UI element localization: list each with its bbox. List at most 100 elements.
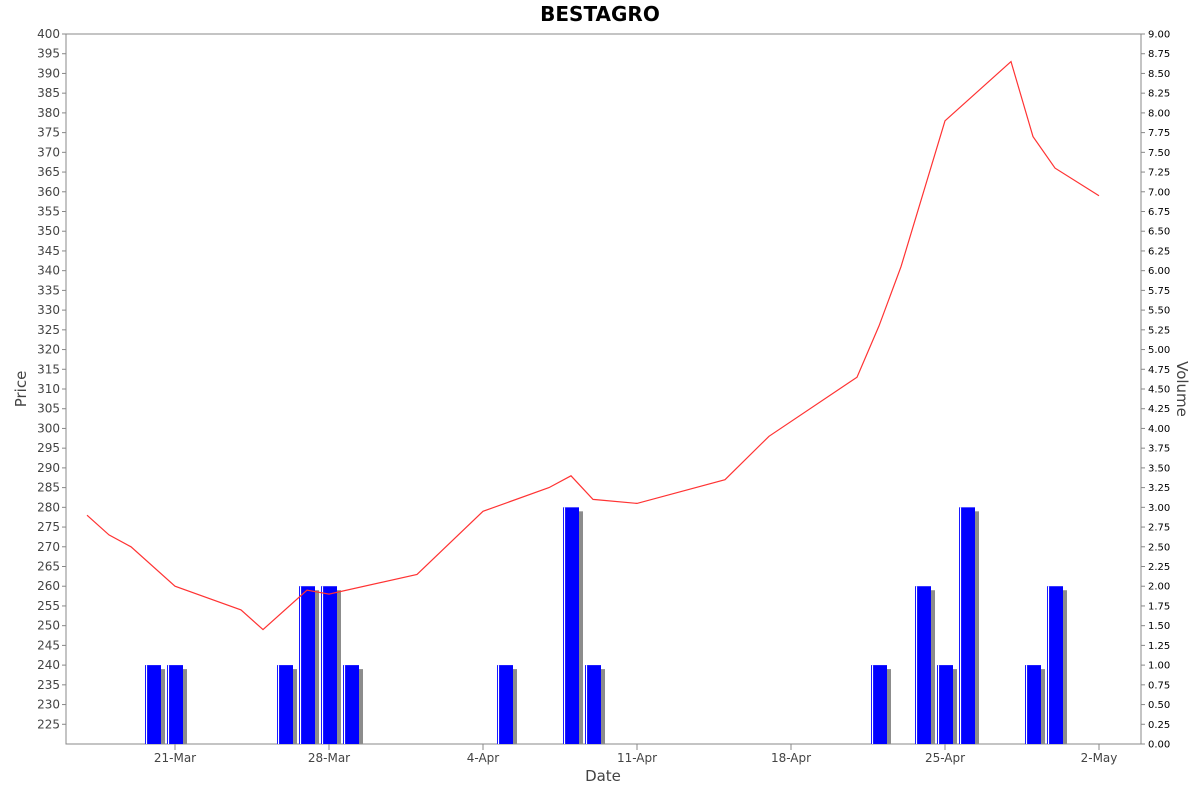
price-tick-label: 370 (37, 145, 60, 159)
volume-tick-label: 5.25 (1148, 325, 1170, 336)
price-tick-label: 390 (37, 66, 60, 80)
price-tick-label: 335 (37, 283, 60, 297)
volume-bar (343, 665, 359, 744)
plot-area (65, 33, 1142, 745)
price-tick-label: 380 (37, 106, 60, 120)
x-tick-label: 18-Apr (771, 751, 811, 765)
volume-tick-label: 8.25 (1148, 89, 1170, 100)
volume-tick-label: 4.00 (1148, 424, 1170, 435)
x-axis-label: Date (585, 767, 621, 785)
x-axis: 21-Mar 28-Mar 4-Apr 11-Apr 18-Apr 25-Apr 2-May (154, 744, 1118, 765)
volume-tick-label: 1.00 (1148, 661, 1170, 672)
volume-bar (585, 665, 601, 744)
price-tick-label: 330 (37, 303, 60, 317)
volume-tick-label: 7.50 (1148, 148, 1170, 159)
volume-bar (145, 665, 161, 744)
price-tick-label: 400 (37, 27, 60, 41)
price-tick-label: 280 (37, 500, 60, 514)
price-tick-label: 300 (37, 421, 60, 435)
x-tick-label: 28-Mar (308, 751, 350, 765)
price-tick-label: 235 (37, 678, 60, 692)
price-tick-label: 325 (37, 323, 60, 337)
volume-bar (299, 586, 315, 744)
volume-tick-label: 3.50 (1148, 463, 1170, 474)
price-tick-label: 240 (37, 658, 60, 672)
volume-tick-label: 1.75 (1148, 601, 1170, 612)
volume-bar (937, 665, 953, 744)
volume-bar (959, 507, 975, 744)
price-tick-label: 270 (37, 540, 60, 554)
x-tick-label: 21-Mar (154, 751, 196, 765)
price-tick-label: 255 (37, 599, 60, 613)
price-tick-label: 385 (37, 86, 60, 100)
volume-bar (497, 665, 513, 744)
volume-tick-label: 8.50 (1148, 69, 1170, 80)
volume-tick-label: 2.25 (1148, 562, 1170, 573)
volume-tick-label: 1.25 (1148, 641, 1170, 652)
price-tick-label: 310 (37, 382, 60, 396)
volume-tick-label: 6.25 (1148, 246, 1170, 257)
price-tick-label: 245 (37, 638, 60, 652)
x-tick-label: 25-Apr (925, 751, 965, 765)
volume-tick-label: 3.25 (1148, 483, 1170, 494)
y-axis-label-price: Price (12, 371, 30, 408)
volume-tick-label: 2.75 (1148, 523, 1170, 534)
price-tick-label: 275 (37, 520, 60, 534)
price-tick-label: 355 (37, 205, 60, 219)
x-tick-label: 11-Apr (617, 751, 657, 765)
volume-bar (1047, 586, 1063, 744)
x-tick-label: 4-Apr (467, 751, 500, 765)
price-tick-label: 360 (37, 185, 60, 199)
volume-bar (915, 586, 931, 744)
price-tick-label: 225 (37, 717, 60, 731)
price-tick-label: 375 (37, 126, 60, 140)
volume-bar (277, 665, 293, 744)
volume-tick-label: 7.00 (1148, 187, 1170, 198)
volume-tick-label: 0.25 (1148, 720, 1170, 731)
price-line-group (86, 60, 1100, 631)
volume-bar (1025, 665, 1041, 744)
y-axis-label-volume: Volume (1173, 361, 1191, 417)
price-tick-label: 290 (37, 461, 60, 475)
volume-tick-label: 4.50 (1148, 385, 1170, 396)
volume-tick-label: 6.75 (1148, 207, 1170, 218)
price-tick-label: 265 (37, 560, 60, 574)
left-axis: 225 230 235 240 245 250 255 260 265 270 275 280 285 2… (37, 27, 66, 731)
volume-tick-label: 3.00 (1148, 503, 1170, 514)
x-tick-label: 2-May (1081, 751, 1118, 765)
volume-bar (871, 665, 887, 744)
price-tick-label: 295 (37, 441, 60, 455)
price-tick-label: 345 (37, 244, 60, 258)
volume-tick-label: 4.75 (1148, 365, 1170, 376)
volume-tick-label: 0.75 (1148, 680, 1170, 691)
volume-tick-label: 4.25 (1148, 404, 1170, 415)
volume-tick-label: 9.00 (1148, 30, 1170, 41)
right-axis: 0.00 0.25 0.50 0.75 1.00 1.25 1.50 1.75 2.00 2.25… (1141, 30, 1170, 751)
chart-title: BESTAGRO (540, 2, 660, 26)
volume-tick-label: 2.00 (1148, 582, 1170, 593)
volume-bars (145, 507, 1067, 744)
price-tick-label: 320 (37, 343, 60, 357)
price-tick-label: 315 (37, 362, 60, 376)
volume-tick-label: 0.50 (1148, 700, 1170, 711)
price-line (86, 60, 1100, 631)
volume-tick-label: 6.50 (1148, 227, 1170, 238)
price-tick-label: 230 (37, 698, 60, 712)
volume-tick-label: 7.75 (1148, 128, 1170, 139)
volume-bar (167, 665, 183, 744)
price-tick-label: 365 (37, 165, 60, 179)
price-tick-label: 395 (37, 47, 60, 61)
price-tick-label: 250 (37, 619, 60, 633)
price-tick-label: 340 (37, 264, 60, 278)
volume-tick-label: 7.25 (1148, 168, 1170, 179)
volume-tick-label: 2.50 (1148, 542, 1170, 553)
volume-tick-label: 5.00 (1148, 345, 1170, 356)
volume-tick-label: 5.75 (1148, 286, 1170, 297)
volume-tick-label: 0.00 (1148, 740, 1170, 751)
volume-tick-label: 1.50 (1148, 621, 1170, 632)
price-tick-label: 305 (37, 402, 60, 416)
volume-bar (321, 586, 337, 744)
volume-tick-label: 5.50 (1148, 306, 1170, 317)
